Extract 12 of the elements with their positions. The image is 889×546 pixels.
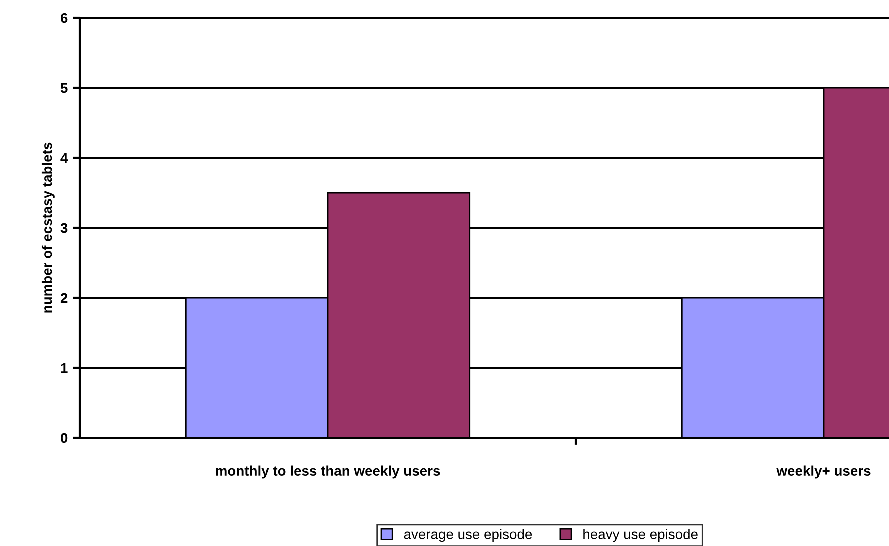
y-tick-label: 2 (60, 293, 68, 304)
y-axis-title: number of ecstasy tablets (42, 142, 55, 313)
legend-label: average use episode (404, 529, 532, 542)
x-tick-label: weekly+ users (776, 466, 871, 479)
y-tick-label: 6 (60, 13, 68, 24)
y-tick-label: 5 (60, 83, 68, 94)
y-tick-label: 0 (61, 433, 68, 444)
y-tick-label: 4 (60, 153, 68, 164)
x-tick-label: monthly to less than weekly users (216, 466, 440, 479)
legend-label: heavy use episode (584, 529, 698, 542)
y-tick-label: 1 (61, 363, 68, 374)
y-tick-label: 3 (60, 223, 68, 234)
